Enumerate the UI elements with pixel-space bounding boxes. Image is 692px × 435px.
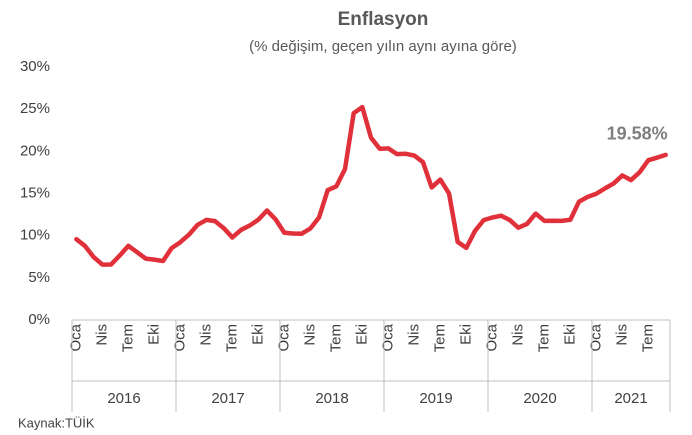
x-tick-label: Tem [535, 324, 552, 352]
x-tick-label: Eki [249, 324, 266, 345]
y-tick-label: 30% [20, 58, 50, 75]
x-tick-label: Nis [93, 324, 110, 346]
x-group-label: 2016 [107, 390, 140, 407]
y-tick-label: 10% [20, 227, 50, 244]
chart-subtitle: (% değişim, geçen yılın aynı ayına göre) [249, 38, 517, 55]
y-tick-label: 5% [28, 269, 50, 286]
x-tick-label: Tem [119, 324, 136, 352]
y-tick-label: 0% [28, 311, 50, 328]
x-group-label: 2018 [315, 390, 348, 407]
x-tick-label: Eki [561, 324, 578, 345]
x-tick-label: Tem [223, 324, 240, 352]
x-tick-label: Oca [587, 323, 604, 351]
data-label: 19.58% [607, 124, 668, 144]
line [74, 104, 668, 267]
x-tick-label: Oca [275, 323, 292, 351]
x-tick-label: Nis [405, 324, 422, 346]
x-group-label: 2020 [523, 390, 556, 407]
x-group-label: 2019 [419, 390, 452, 407]
x-tick-label: Oca [171, 323, 188, 351]
x-tick-label: Eki [145, 324, 162, 345]
x-group-label: 2017 [211, 390, 244, 407]
x-tick-label: Tem [431, 324, 448, 352]
source: Kaynak:TÜİK [18, 415, 95, 430]
x-tick-label: Oca [67, 323, 84, 351]
x-tick-label: Tem [327, 324, 344, 352]
x-tick-label: Nis [509, 324, 526, 346]
x-tick-label: Eki [353, 324, 370, 345]
x-tick-label: Eki [457, 324, 474, 345]
y-tick-label: 15% [20, 184, 50, 201]
x-tick-label: Nis [301, 324, 318, 346]
y-tick-label: 20% [20, 142, 50, 159]
x-tick-label: Oca [483, 323, 500, 351]
chart-title: Enflasyon [338, 9, 429, 30]
x-tick-label: Oca [379, 323, 396, 351]
x-tick-label: Nis [613, 324, 630, 346]
y-tick-label: 25% [20, 100, 50, 117]
x-tick-label: Tem [639, 324, 656, 352]
x-group-label: 2021 [614, 390, 647, 407]
x-tick-label: Nis [197, 324, 214, 346]
